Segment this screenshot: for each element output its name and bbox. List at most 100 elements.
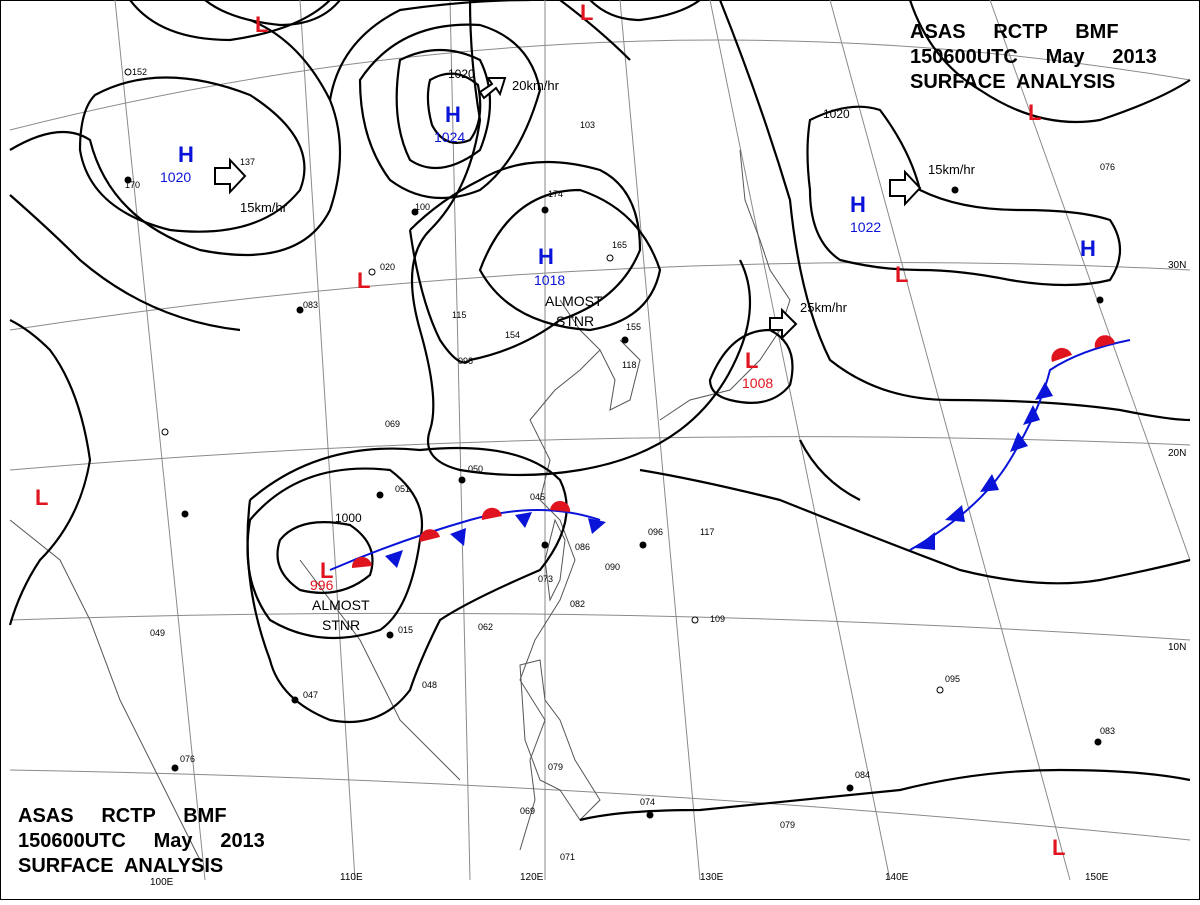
station-value: 098 <box>458 356 473 366</box>
station-marker <box>181 510 189 518</box>
isobar <box>204 0 341 27</box>
low-pressure-centre: L <box>255 12 268 37</box>
station-marker <box>541 206 549 214</box>
station-marker <box>368 268 376 276</box>
station-marker <box>936 686 944 694</box>
station-value: 076 <box>1100 162 1115 172</box>
isobar <box>478 188 662 332</box>
cold-front <box>909 335 1131 551</box>
low-pressure-centre: L <box>580 0 593 25</box>
coastline-philippines <box>519 659 601 821</box>
station-value: 015 <box>398 625 413 635</box>
station-marker <box>541 541 549 549</box>
coastline-indochina <box>299 559 461 781</box>
cold-front-triangle <box>588 518 606 534</box>
station-value: 051 <box>395 484 410 494</box>
station-value: 154 <box>505 330 520 340</box>
cold-front-triangle <box>945 505 965 522</box>
lon-label: 110E <box>340 872 363 883</box>
warm-front-semicircle <box>1051 347 1072 362</box>
coastline-india <box>9 519 201 861</box>
station-labels: 152 137 170 100 020 083 115 154 174 165 … <box>125 67 1115 862</box>
station-marker <box>951 186 959 194</box>
grid-lon-line <box>829 0 1071 881</box>
high-pressure-value: 1024 <box>434 129 465 145</box>
station-marker <box>124 68 132 76</box>
cold-front-triangle <box>1035 382 1053 400</box>
station-value: 071 <box>560 852 575 862</box>
grid-lat-line <box>9 262 1191 331</box>
isobar <box>908 0 1191 124</box>
cold-front-triangle <box>1010 432 1028 452</box>
station-marker <box>291 696 299 704</box>
isobar <box>358 23 542 200</box>
isobar <box>246 467 424 640</box>
isobar <box>708 328 794 404</box>
cold-front-triangle <box>515 512 532 528</box>
station-marker <box>606 254 614 262</box>
station-marker <box>376 491 384 499</box>
header-line-2: 150600UTC May 2013 <box>18 830 265 852</box>
station-marker <box>386 631 394 639</box>
isobar <box>246 446 568 724</box>
isobar <box>395 48 492 170</box>
motion-arrow-icon <box>889 169 922 207</box>
station-value: 083 <box>1100 726 1115 736</box>
station-value: 086 <box>575 542 590 552</box>
grid-lon-line <box>989 0 1191 561</box>
station-value: 048 <box>422 680 437 690</box>
station-value: 109 <box>710 614 725 624</box>
isobar <box>129 0 331 42</box>
header-line-2: 150600UTC May 2013 <box>910 46 1157 68</box>
lon-label: 100E <box>150 877 174 888</box>
station-value: 050 <box>468 464 483 474</box>
grid-lat-line <box>9 39 1191 131</box>
motion-arrow-icon <box>769 307 798 341</box>
lat-label: 30N <box>1168 260 1186 271</box>
station-value: 090 <box>605 562 620 572</box>
station-marker <box>124 176 132 184</box>
grid-lon-line <box>299 0 356 881</box>
coastline-china <box>519 299 601 851</box>
isobar <box>8 319 92 626</box>
coastline-korea <box>599 339 641 411</box>
isobar-label: 1000 <box>335 511 362 525</box>
header-line-1: ASAS RCTP BMF <box>18 805 227 827</box>
station-value: 115 <box>452 310 466 320</box>
high-pressure-value: 1022 <box>850 219 881 235</box>
lat-label: 20N <box>1168 448 1186 459</box>
isobar <box>78 76 306 233</box>
low-pressure-value: 996 <box>310 577 334 593</box>
cold-front-triangle <box>1023 405 1040 425</box>
low-pressure-centre: L <box>895 262 908 287</box>
warm-front-semicircle <box>1094 335 1115 348</box>
station-marker <box>646 811 654 819</box>
station-marker <box>458 476 466 484</box>
grid-labels: 30N 20N 10N 110E 120E 130E 140E 150E 100… <box>150 260 1186 888</box>
isobars <box>8 0 1191 822</box>
isobar <box>408 160 642 364</box>
station-value: 047 <box>303 690 318 700</box>
station-value: 117 <box>700 527 714 537</box>
station-value: 073 <box>538 574 553 584</box>
station-value: 083 <box>303 300 318 310</box>
station-marker <box>621 336 629 344</box>
isobar <box>799 439 861 501</box>
station-value: 074 <box>640 797 655 807</box>
station-markers <box>124 68 1104 819</box>
station-value: 103 <box>580 120 595 130</box>
stationary-front <box>329 500 606 571</box>
station-value: 049 <box>150 628 165 638</box>
graticule <box>9 0 1191 881</box>
isobar <box>9 194 241 332</box>
station-value: 096 <box>648 527 663 537</box>
grid-lon-line <box>619 0 701 881</box>
station-value: 170 <box>125 180 140 190</box>
header-top-right: ASAS RCTP BMF 150600UTC May 2013 SURFACE… <box>910 21 1157 93</box>
station-value: 095 <box>945 674 960 684</box>
isobar <box>579 768 1191 822</box>
pressure-centres: H 1020 H 1024 H 1018 H 1022 H L L L L 99… <box>35 0 1096 860</box>
